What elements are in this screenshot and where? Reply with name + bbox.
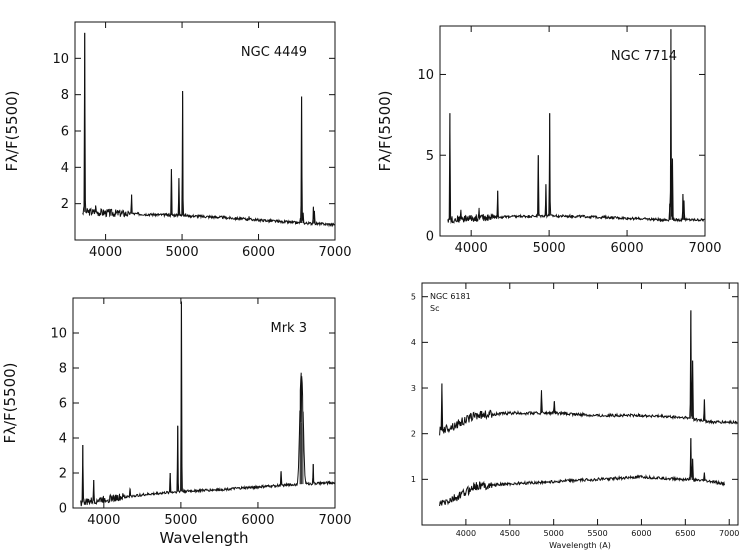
x-tick-label: 5000 (164, 513, 197, 528)
y-tick-label: 5 (411, 292, 416, 301)
plot-frame (421, 282, 739, 526)
y-tick-label: 4 (59, 432, 67, 447)
y-axis-label: Fλ/F(5500) (3, 90, 21, 171)
y-axis-label: Fλ/F(5500) (376, 90, 394, 171)
chart-title: NGC 4449 (241, 45, 307, 60)
y-tick-label: 10 (52, 52, 69, 67)
y-tick-label: 0 (59, 502, 67, 517)
x-tick-label: 4000 (89, 245, 122, 260)
y-tick-label: 4 (61, 161, 69, 176)
y-tick-label: 10 (417, 68, 434, 83)
y-tick-label: 6 (61, 125, 69, 140)
x-tick-label: 5500 (587, 529, 607, 538)
x-tick-label: 6000 (242, 245, 275, 260)
chart-title: NGC 6181 (430, 292, 471, 301)
x-tick-label: 7000 (688, 241, 721, 256)
x-tick-label: 5000 (166, 245, 199, 260)
x-tick-label: 6000 (631, 529, 651, 538)
y-tick-label: 10 (50, 327, 67, 342)
y-tick-label: 8 (59, 362, 67, 377)
y-tick-label: 5 (426, 149, 434, 164)
y-tick-label: 8 (61, 88, 69, 103)
y-tick-label: 3 (411, 384, 416, 393)
chart-panel-bottom-left: 4000 5000 6000 7000 0 2 4 6 8 10 Fλ/F(5500) Wavelen… (1, 297, 352, 547)
x-tick-label: 4000 (455, 241, 488, 256)
x-axis-label: Wavelength (A) (549, 541, 611, 550)
x-tick-label: 6000 (611, 241, 644, 256)
spectrum-series-1 (80, 301, 336, 507)
x-tick-label: 7000 (318, 245, 351, 260)
y-tick-label: 2 (59, 467, 67, 482)
x-axis-label: Wavelength (160, 529, 249, 547)
spectrum-series-1 (439, 310, 738, 436)
chart-subtitle: Sc (430, 304, 439, 313)
chart-panel-bottom-right: 4000 4500 5000 5500 6000 6500 7000 1 2 3 4 5 Wavelen… (411, 282, 739, 550)
x-tick-label: 6500 (675, 529, 695, 538)
chart-title: NGC 7714 (611, 49, 677, 64)
y-axis-label: Fλ/F(5500) (1, 362, 19, 443)
chart-title: Mrk 3 (271, 321, 308, 336)
plot-frame (439, 25, 706, 237)
x-tick-label: 5000 (543, 529, 563, 538)
chart-panel-top-left: 4000 5000 6000 7000 2 4 6 8 10 Fλ/F(5500) NGC 4449 (3, 21, 352, 260)
x-tick-label: 7000 (719, 529, 739, 538)
spectrum-series-1 (82, 32, 336, 228)
x-tick-label: 7000 (318, 513, 351, 528)
x-tick-label: 4000 (456, 529, 476, 538)
spectrum-series-2 (439, 438, 725, 507)
spectrum-series-1 (447, 29, 706, 225)
x-tick-label: 4000 (87, 513, 120, 528)
x-tick-label: 5000 (533, 241, 566, 256)
y-tick-label: 4 (411, 338, 416, 347)
x-tick-label: 4500 (500, 529, 520, 538)
y-tick-label: 2 (61, 197, 69, 212)
y-tick-label: 1 (411, 475, 416, 484)
y-tick-label: 0 (426, 230, 434, 245)
chart-panel-top-right: 4000 5000 6000 7000 0 5 10 Fλ/F(5500) NGC 7714 (376, 25, 722, 256)
y-tick-label: 2 (411, 429, 416, 438)
x-tick-label: 6000 (241, 513, 274, 528)
y-tick-label: 6 (59, 397, 67, 412)
